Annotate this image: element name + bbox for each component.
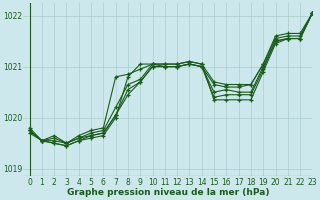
X-axis label: Graphe pression niveau de la mer (hPa): Graphe pression niveau de la mer (hPa) (67, 188, 269, 197)
